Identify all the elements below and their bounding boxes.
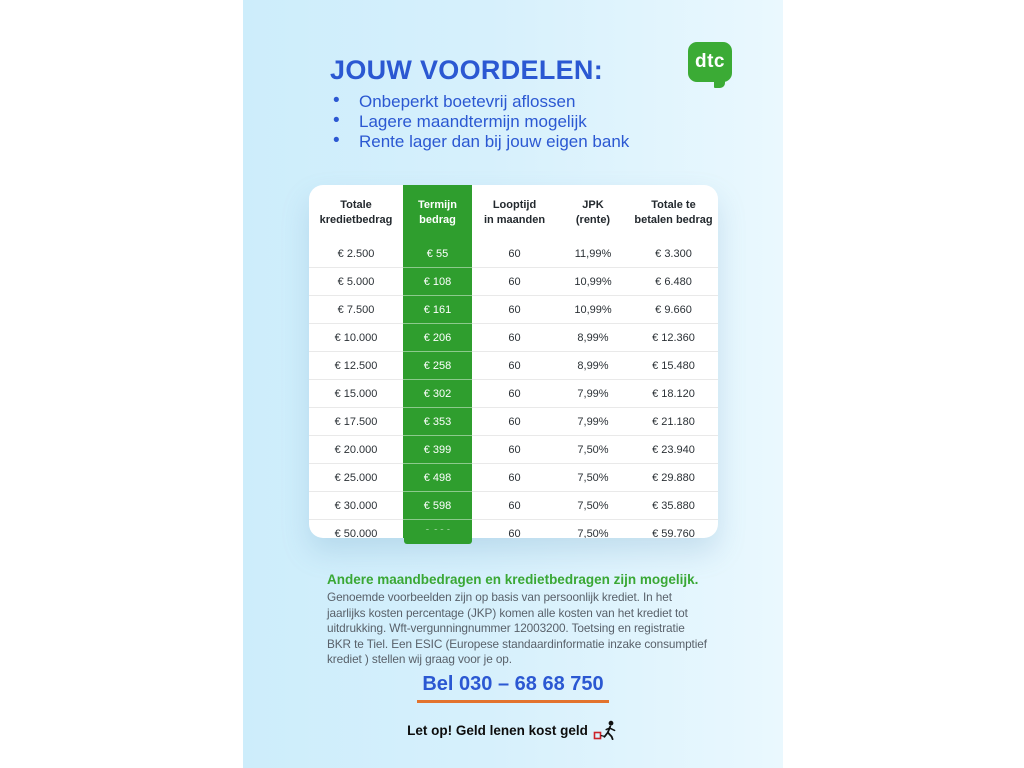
table-cell: € 258 [403, 351, 472, 380]
loan-table-card: Totale kredietbedrag Termijn bedrag Looptijd… [309, 185, 718, 538]
column-header: Totale kredietbedrag [319, 198, 393, 226]
disclaimer-text: Genoemde voorbeelden zijn op basis van p… [327, 590, 707, 666]
table-row: € 10.000 € 206 60 8,99% € 12.360 [309, 323, 718, 352]
table-cell: 11,99% [574, 247, 612, 260]
table-cell: € 25.000 [309, 463, 403, 492]
table-cell: € 30.000 [309, 491, 403, 520]
table-cell: 60 [472, 323, 557, 352]
table-cell: 10,99% [557, 295, 629, 324]
table-body: € 2.500 € 55 60 11,99% € 3.300 € 5.000 € 108 60… [309, 240, 718, 538]
money-burden-figure-icon [593, 720, 616, 741]
table-cell: 60 [472, 295, 557, 324]
table-cell: 7,50% [557, 491, 629, 520]
table-cell: € 598 [403, 491, 472, 520]
table-cell: 60 [472, 491, 557, 520]
table-cell: 60 [472, 407, 557, 436]
table-cell: 7,99% [557, 379, 629, 408]
table-cell: 8,99% [557, 323, 629, 352]
table-cell: € 29.880 [629, 463, 718, 492]
table-cell: 60 [472, 463, 557, 492]
page-title: JOUW VOORDELEN: [330, 55, 604, 85]
table-cell: € 55 [403, 240, 472, 268]
table-cell: € 399 [403, 435, 472, 464]
benefits-list: Onbeperkt boetevrij aflossenLagere maand… [331, 91, 629, 152]
table-cell: 60 [472, 267, 557, 296]
table-cell: 60 [508, 247, 521, 260]
table-row: € 50.000€ 996607,50%€ 59.760 [309, 519, 718, 538]
phone-row: Bel 030 – 68 68 750 [243, 673, 783, 703]
table-cell: 60 [472, 351, 557, 380]
benefit-item: Onbeperkt boetevrij aflossen [331, 91, 629, 112]
table-cell: 60 [472, 379, 557, 408]
table-cell: € 7.500 [309, 295, 403, 324]
table-row: € 5.000 € 108 60 10,99% € 6.480 [309, 267, 718, 296]
table-cell: € 10.000 [309, 323, 403, 352]
green-column-tail [404, 530, 472, 544]
benefit-item: Lagere maandtermijn mogelijk [331, 111, 629, 132]
table-cell: 60 [472, 435, 557, 464]
table-cell: 60 [472, 519, 557, 538]
table-cell: € 12.500 [309, 351, 403, 380]
table-cell: 8,99% [557, 351, 629, 380]
table-cell: € 15.000 [309, 379, 403, 408]
column-header: Termijn bedrag [403, 185, 472, 240]
table-cell: 7,50% [557, 519, 629, 538]
table-cell: € 161 [403, 295, 472, 324]
table-cell: € 18.120 [629, 379, 718, 408]
table-row: € 30.000 € 598 60 7,50% € 35.880 [309, 491, 718, 520]
phone-link[interactable]: Bel 030 – 68 68 750 [417, 673, 609, 703]
benefit-item: Rente lager dan bij jouw eigen bank [331, 131, 629, 152]
table-cell: € 59.760 [629, 519, 718, 538]
column-header: Looptijd in maanden [483, 198, 546, 226]
table-cell: € 6.480 [629, 267, 718, 296]
table-row: € 25.000 € 498 60 7,50% € 29.880 [309, 463, 718, 492]
table-cell: € 9.660 [629, 295, 718, 324]
table-row: € 17.500 € 353 60 7,99% € 21.180 [309, 407, 718, 436]
table-cell: € 108 [403, 267, 472, 296]
table-cell: € 50.000 [309, 519, 403, 538]
table-cell: 7,99% [557, 407, 629, 436]
table-row: € 15.000 € 302 60 7,99% € 18.120 [309, 379, 718, 408]
table-cell: € 3.300 [655, 247, 692, 260]
footer-highlight: Andere maandbedragen en kredietbedragen … [327, 572, 699, 587]
loan-table: Totale kredietbedrag Termijn bedrag Looptijd… [309, 185, 718, 538]
table-cell: € 35.880 [629, 491, 718, 520]
column-header: Totale te betalen bedrag [634, 198, 713, 226]
credit-warning-text: Let op! Geld lenen kost geld [407, 723, 588, 738]
table-cell: € 498 [403, 463, 472, 492]
table-cell: 7,50% [557, 463, 629, 492]
table-row: € 2.500 € 55 60 11,99% € 3.300 [309, 240, 718, 268]
table-row: € 12.500 € 258 60 8,99% € 15.480 [309, 351, 718, 380]
table-cell: € 2.500 [337, 247, 375, 260]
column-header: JPK (rente) [575, 198, 611, 226]
table-cell: € 302 [403, 379, 472, 408]
credit-warning: Let op! Geld lenen kost geld [243, 720, 783, 741]
table-cell: € 17.500 [309, 407, 403, 436]
table-cell: 7,50% [557, 435, 629, 464]
table-row: € 7.500 € 161 60 10,99% € 9.660 [309, 295, 718, 324]
table-row: € 20.000 € 399 60 7,50% € 23.940 [309, 435, 718, 464]
table-header-row: Totale kredietbedrag Termijn bedrag Looptijd… [309, 185, 718, 240]
table-cell: € 20.000 [309, 435, 403, 464]
table-cell: € 12.360 [629, 323, 718, 352]
table-cell: 10,99% [557, 267, 629, 296]
dtc-logo-text: dtc [695, 51, 725, 72]
table-cell: € 23.940 [629, 435, 718, 464]
table-cell: € 5.000 [309, 267, 403, 296]
table-cell: € 21.180 [629, 407, 718, 436]
table-cell: € 206 [403, 323, 472, 352]
dtc-logo: dtc [688, 42, 732, 88]
table-cell: € 353 [403, 407, 472, 436]
table-cell: € 15.480 [629, 351, 718, 380]
